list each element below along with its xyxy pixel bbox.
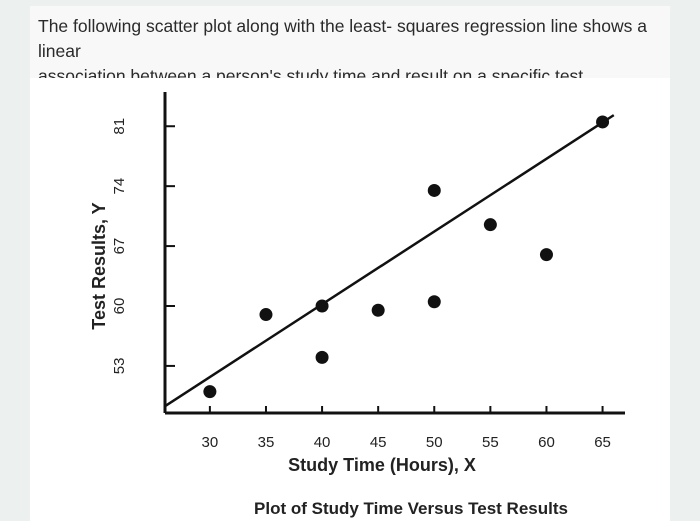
regression-line [164, 114, 615, 408]
question-line-1: The following scatter plot along with th… [38, 16, 647, 61]
regression-line-group [164, 114, 615, 408]
y-tick-label: 81 [111, 118, 128, 135]
plot-card [30, 78, 670, 521]
data-point [427, 295, 441, 309]
data-points [203, 115, 610, 399]
x-tick-label: 65 [594, 434, 611, 451]
y-tick-label: 60 [111, 298, 128, 315]
data-point [483, 218, 497, 232]
data-point [539, 248, 553, 262]
x-tick-label: 40 [314, 434, 331, 451]
y-axis-title: Test Results, Y [89, 202, 109, 329]
y-tick-label: 74 [111, 178, 128, 195]
data-point [427, 183, 441, 197]
x-tick-label: 50 [426, 434, 443, 451]
y-tick-label: 67 [111, 238, 128, 255]
x-axis-title: Study Time (Hours), X [288, 455, 476, 475]
ticks: 30 35 40 45 50 55 60 65 53 60 67 74 81 [111, 118, 611, 451]
data-point [371, 303, 385, 317]
x-tick-label: 30 [202, 434, 219, 451]
x-tick-label: 60 [538, 434, 555, 451]
data-point [315, 350, 329, 364]
data-point [203, 385, 217, 399]
data-point [596, 115, 610, 129]
chart-title: Plot of Study Time Versus Test Results [254, 499, 568, 518]
x-tick-label: 55 [482, 434, 499, 451]
x-tick-label: 45 [370, 434, 387, 451]
axes [163, 92, 625, 415]
data-point [259, 308, 273, 322]
x-tick-label: 35 [258, 434, 275, 451]
data-point [315, 299, 329, 313]
y-tick-label: 53 [111, 358, 128, 375]
